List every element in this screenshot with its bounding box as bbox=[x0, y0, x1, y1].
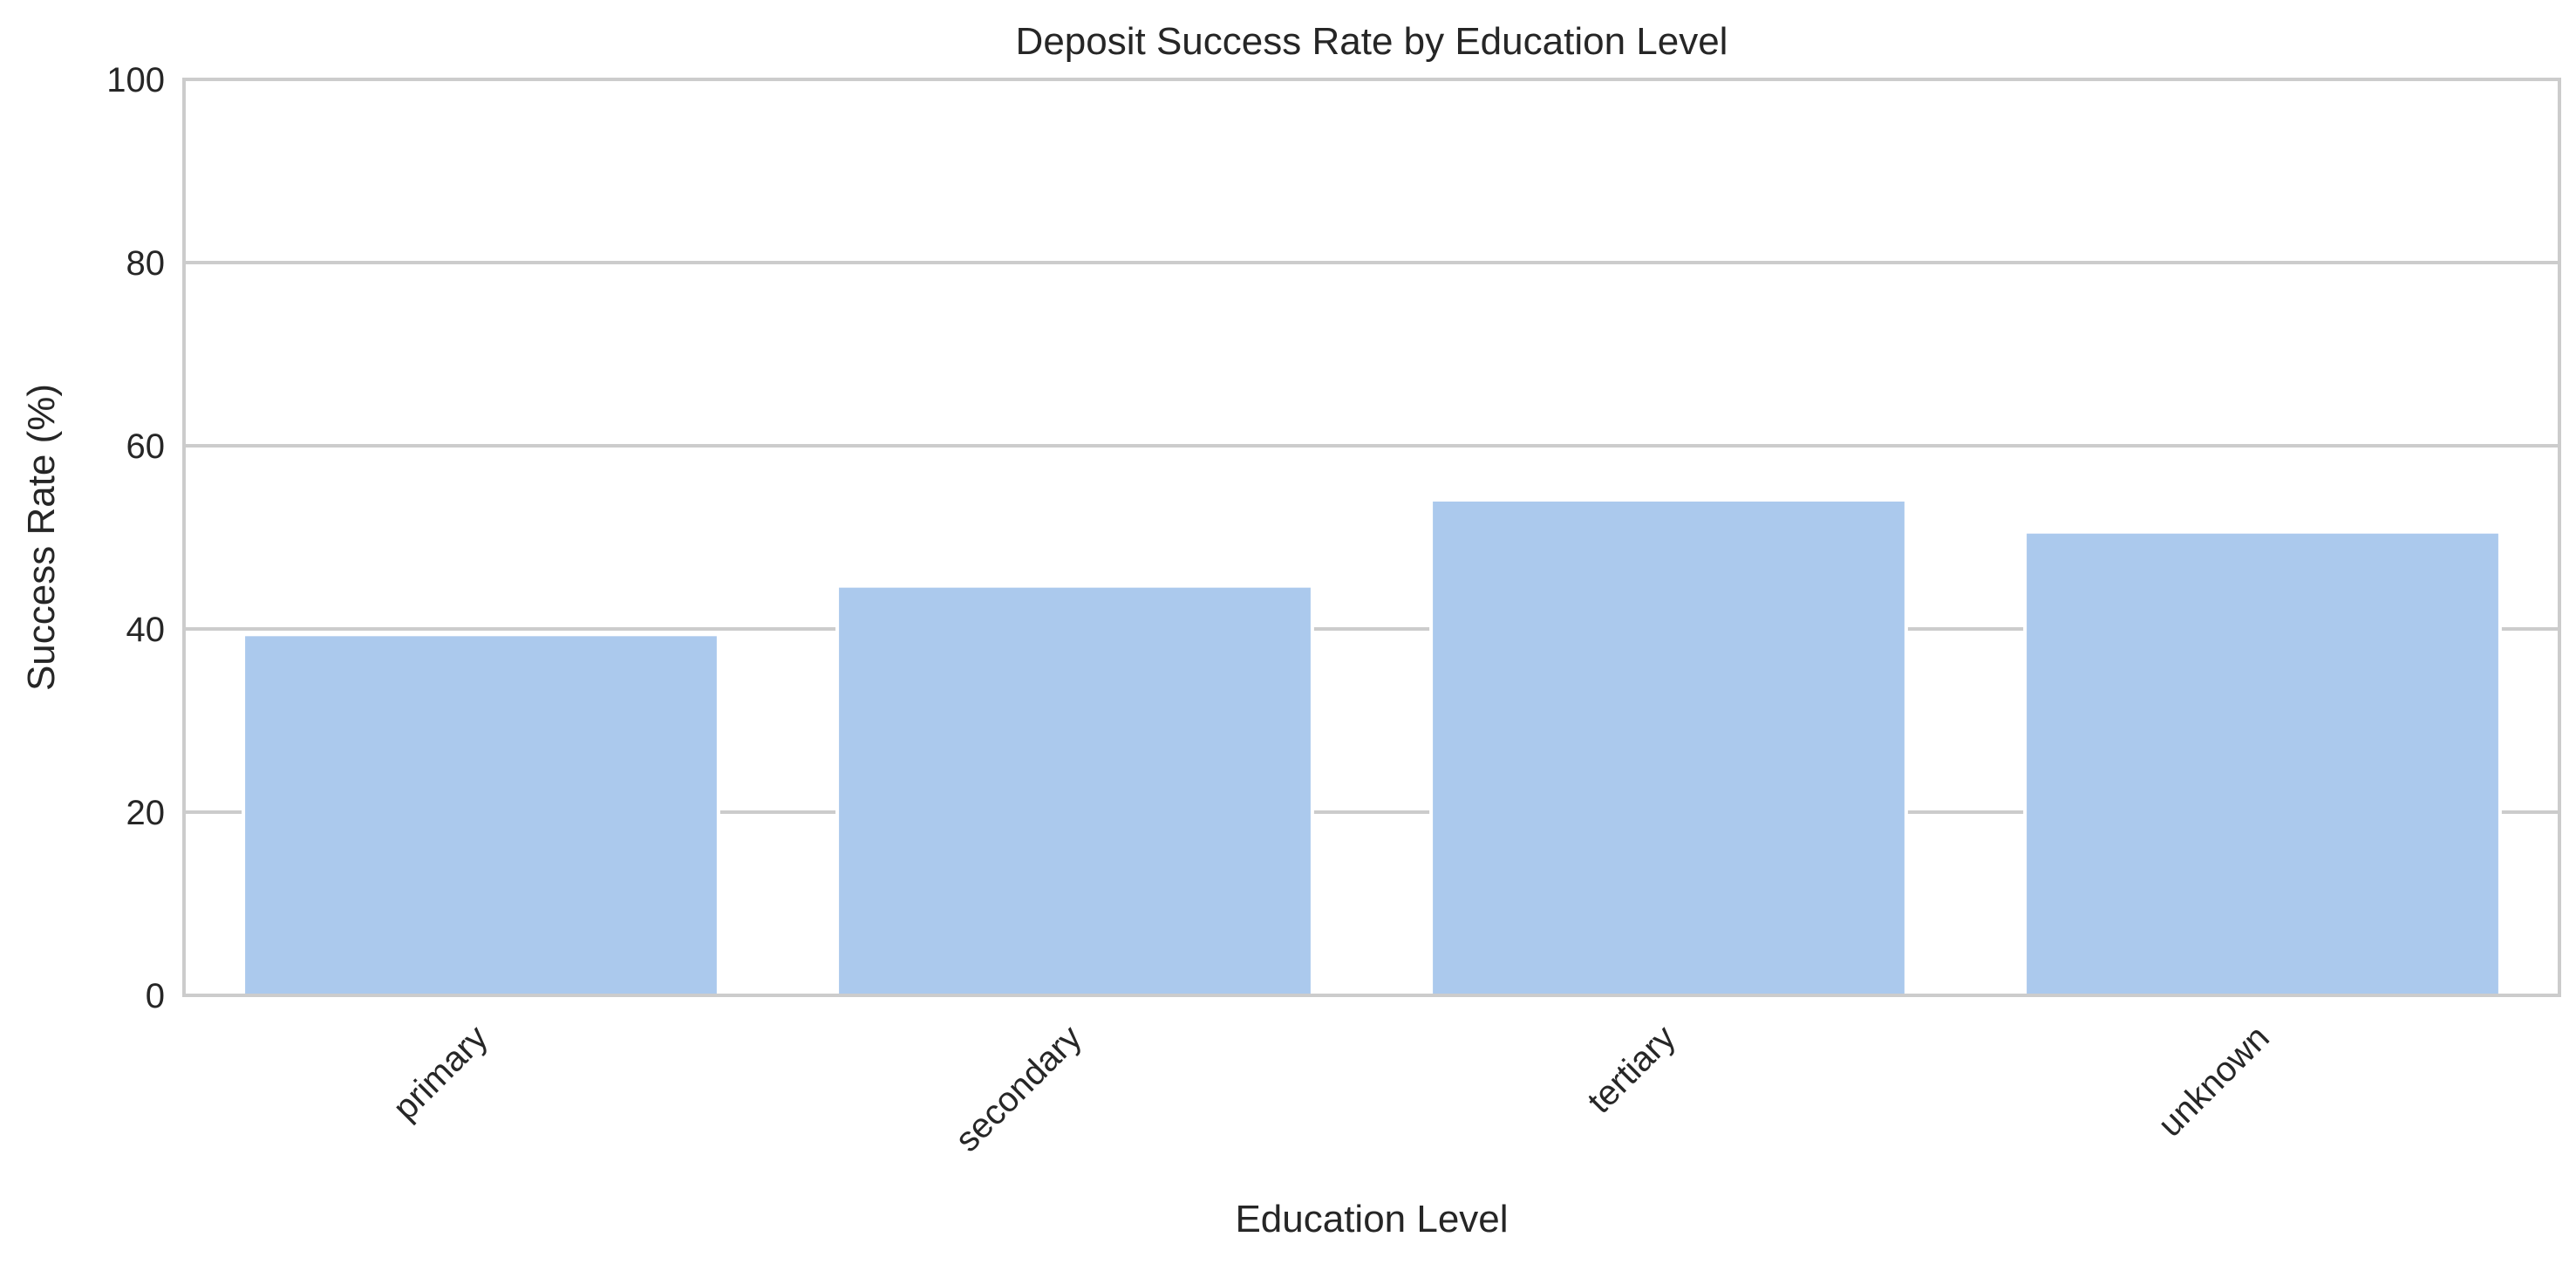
y-tick-label: 60 bbox=[126, 427, 166, 466]
bar-secondary bbox=[835, 584, 1314, 998]
chart-title: Deposit Success Rate by Education Level bbox=[1016, 20, 1728, 63]
x-axis-label: Education Level bbox=[1235, 1198, 1508, 1240]
y-axis-label: Success Rate (%) bbox=[20, 384, 63, 691]
x-tick-label-primary: primary bbox=[385, 1018, 494, 1127]
y-tick-label: 20 bbox=[126, 794, 166, 832]
x-tick-label-secondary: secondary bbox=[948, 1018, 1089, 1159]
y-tick-labels: 0 20 40 60 80 100 bbox=[106, 61, 165, 1015]
bar-primary bbox=[242, 632, 720, 997]
x-tick-label-unknown: unknown bbox=[2151, 1018, 2277, 1144]
bars bbox=[242, 497, 2502, 998]
y-tick-label: 80 bbox=[126, 244, 166, 283]
y-tick-label: 40 bbox=[126, 611, 166, 649]
x-tick-label-tertiary: tertiary bbox=[1580, 1018, 1683, 1121]
x-tick-labels: primary secondary tertiary unknown bbox=[385, 1018, 2276, 1159]
y-tick-label: 100 bbox=[106, 61, 165, 99]
y-tick-label: 0 bbox=[146, 977, 165, 1015]
bar-unknown bbox=[2023, 530, 2502, 997]
plot-frame bbox=[182, 78, 2561, 997]
bar-tertiary bbox=[1429, 497, 1908, 997]
